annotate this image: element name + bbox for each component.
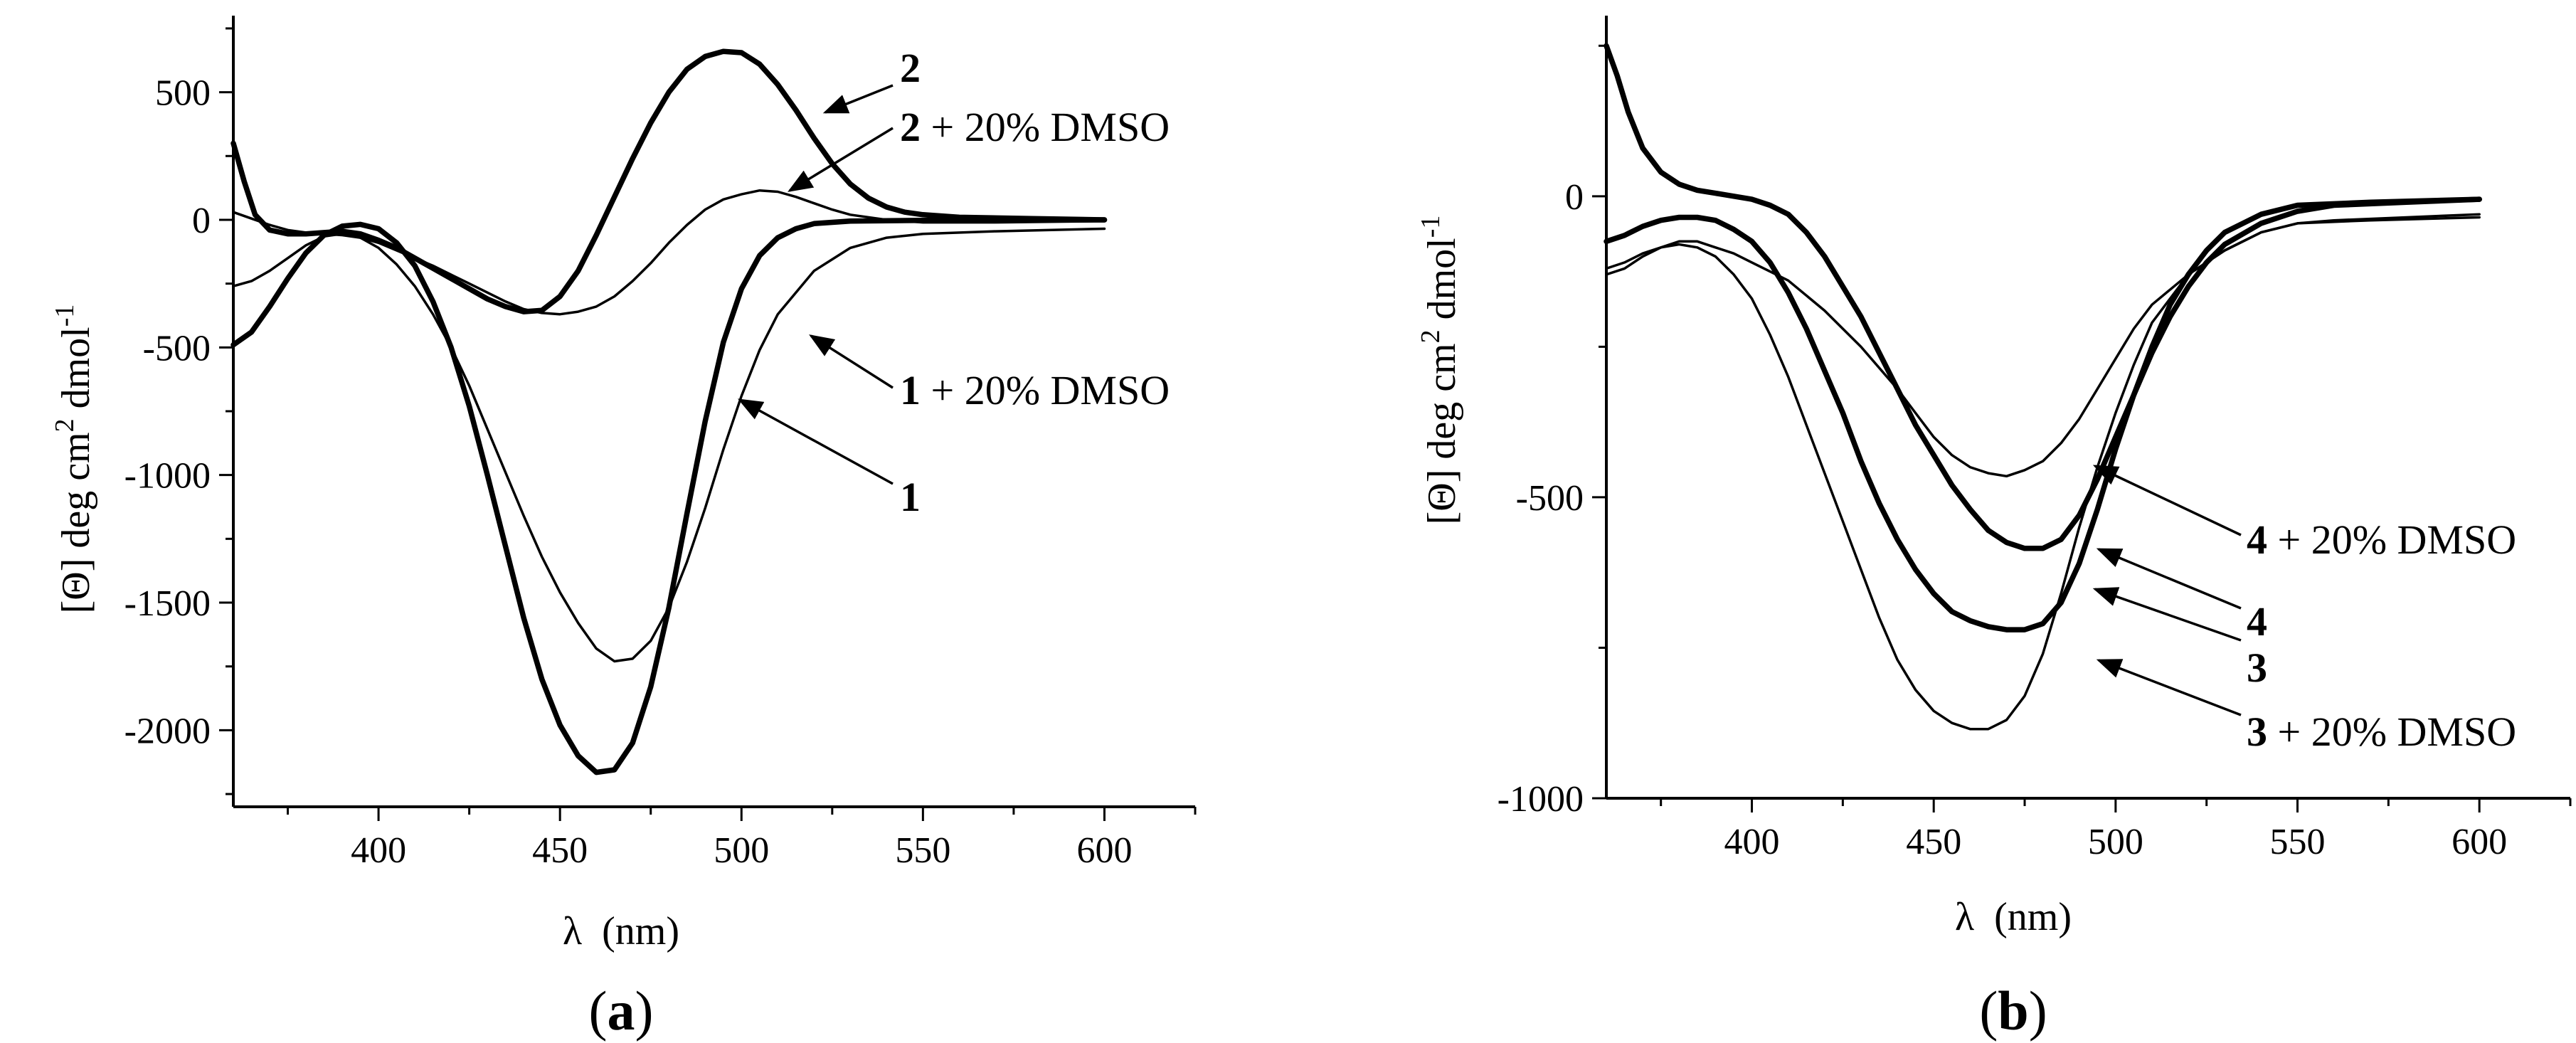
panel-b-series-3-20-dmso [1605, 216, 2481, 731]
panel-a-series-2 [230, 48, 1108, 314]
annotation-b-3-dmso: 3 + 20% DMSO [2247, 709, 2516, 755]
annotation-b-4-dmso: 4 + 20% DMSO [2247, 517, 2516, 563]
panel-a-x-tick-label: 450 [532, 830, 588, 871]
panel-b-label: (b) [1979, 980, 2047, 1042]
panel-b-x-tick-label: 500 [2088, 822, 2143, 862]
panel-b-x-tick-label: 600 [2452, 822, 2507, 862]
annotation-arrow-b-4 [2096, 548, 2242, 610]
annotation-arrow-b-4-dmso [2092, 465, 2242, 536]
annotation-arrow-a-1 [737, 398, 894, 485]
panel-a-y-tick-label: -1500 [124, 583, 211, 624]
panel-a-y-tick-label: -2000 [124, 711, 211, 751]
panel-a-x-tick-label: 550 [895, 830, 950, 871]
annotation-a-1: 1 [900, 474, 921, 520]
annotation-arrow-a-2-dmso [788, 127, 894, 192]
panel-a-x-tick-label: 400 [351, 830, 406, 871]
panel-b: 400 450 500 550 600 0 -500 -1000 [Θ] deg cm2 dm… [1416, 16, 2572, 1042]
panel-b-y-tick-label: -500 [1516, 478, 1584, 519]
annotation-a-2: 2 [900, 45, 921, 91]
panel-a-y-tick-label: -1000 [124, 456, 211, 497]
annotation-b-4: 4 [2247, 598, 2267, 645]
panel-b-series-3 [1604, 196, 2482, 632]
panel-a-series-1 [230, 217, 1108, 775]
panel-b-x-tick-label: 450 [1906, 822, 1961, 862]
panel-a-y-tick-label: 0 [192, 201, 211, 241]
panel-b-y-tick-label: 0 [1565, 177, 1584, 218]
panel-b-x-tick-label: 400 [1724, 822, 1780, 862]
panel-a-ylabel: [Θ] deg cm2 dmol-1 [50, 305, 98, 614]
panel-b-y-tick-label: -1000 [1498, 779, 1584, 820]
panel-b-xlabel: λ (nm) [1955, 895, 2072, 939]
panel-a: 400 450 500 550 600 500 0 -500 -1000 -1500 -2000 [… [50, 16, 1197, 1042]
panel-a-plot: 400 450 500 550 600 500 0 -500 -1000 -1500 -2000 [124, 16, 1197, 871]
panel-b-x-tick-label: 550 [2270, 822, 2326, 862]
annotation-b-3: 3 [2247, 645, 2267, 691]
annotation-arrow-b-3 [2092, 587, 2242, 642]
panel-a-y-tick-label: 500 [155, 73, 211, 114]
panel-a-annotations: 2 2 + 20% DMSO 1 + 20% DMSO 1 [737, 45, 1170, 520]
panel-b-series-4 [1604, 43, 2482, 551]
annotation-a-2-dmso: 2 + 20% DMSO [900, 104, 1170, 150]
panel-b-plot: 400 450 500 550 600 0 -500 -1000 [1498, 16, 2572, 862]
panel-a-x-tick-label: 600 [1076, 830, 1132, 871]
annotation-arrow-a-1-dmso [809, 334, 894, 389]
annotation-arrow-a-2 [822, 84, 894, 114]
panel-b-series-4-20-dmso [1605, 213, 2481, 478]
annotation-arrow-b-3-dmso [2096, 659, 2242, 716]
panel-a-y-tick-label: -500 [143, 328, 211, 369]
panel-b-annotations: 4 + 20% DMSO 4 3 3 + 20% DMSO [2092, 465, 2516, 755]
annotation-a-1-dmso: 1 + 20% DMSO [900, 367, 1170, 413]
panel-b-ylabel: [Θ] deg cm2 dmol-1 [1416, 216, 1464, 525]
panel-a-x-tick-label: 500 [714, 830, 769, 871]
panel-a-label: (a) [589, 980, 654, 1042]
panel-a-series-2-20-dmso [232, 189, 1106, 316]
panel-a-xlabel: λ (nm) [563, 909, 679, 953]
